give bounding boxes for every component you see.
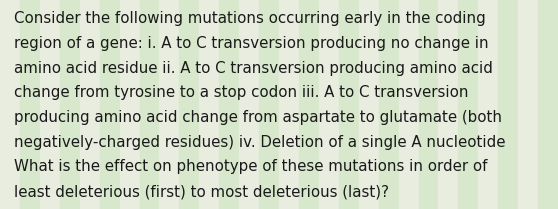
Text: region of a gene: i. A to C transversion producing no change in: region of a gene: i. A to C transversion… (14, 36, 489, 51)
Bar (100, 0, 119, 209)
Bar (379, 0, 398, 209)
Bar (439, 0, 458, 209)
Bar (179, 0, 199, 209)
Bar (538, 0, 558, 209)
Bar (398, 0, 418, 209)
Text: amino acid residue ii. A to C transversion producing amino acid: amino acid residue ii. A to C transversi… (14, 61, 493, 76)
Bar (199, 0, 219, 209)
Text: What is the effect on phenotype of these mutations in order of: What is the effect on phenotype of these… (14, 159, 488, 175)
Bar (359, 0, 379, 209)
Text: least deleterious (first) to most deleterious (last)?: least deleterious (first) to most delete… (14, 184, 389, 199)
Bar (60, 0, 80, 209)
Text: Consider the following mutations occurring early in the coding: Consider the following mutations occurri… (14, 11, 485, 27)
Bar (478, 0, 498, 209)
Bar (80, 0, 100, 209)
Bar (498, 0, 518, 209)
Bar (20, 0, 40, 209)
Bar (418, 0, 439, 209)
Bar (140, 0, 160, 209)
Bar (119, 0, 140, 209)
Text: producing amino acid change from aspartate to glutamate (both: producing amino acid change from asparta… (14, 110, 502, 125)
Bar (0, 0, 20, 209)
Bar (458, 0, 478, 209)
Bar (160, 0, 179, 209)
Bar (239, 0, 259, 209)
Bar (299, 0, 319, 209)
Bar (339, 0, 359, 209)
Bar (40, 0, 60, 209)
Bar (319, 0, 339, 209)
Bar (518, 0, 538, 209)
Bar (219, 0, 239, 209)
Text: negatively-charged residues) iv. Deletion of a single A nucleotide: negatively-charged residues) iv. Deletio… (14, 135, 506, 150)
Text: change from tyrosine to a stop codon iii. A to C transversion: change from tyrosine to a stop codon iii… (14, 85, 469, 101)
Bar (259, 0, 279, 209)
Bar (279, 0, 299, 209)
